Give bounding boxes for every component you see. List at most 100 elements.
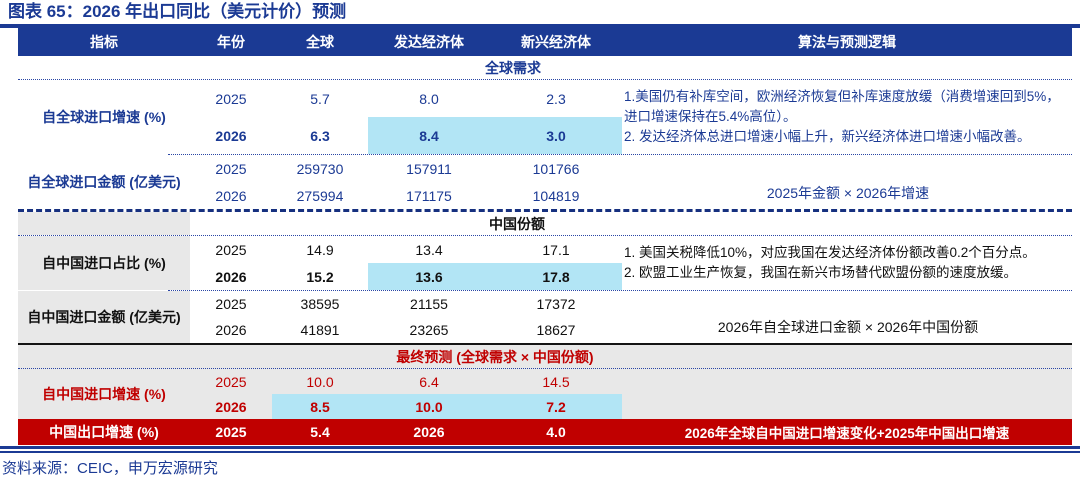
cell-year-2025: 2025 bbox=[215, 424, 247, 440]
cell-emerging-highlighted: 7.2 bbox=[490, 394, 622, 419]
row-group-global-import-amount: 自全球进口金额 (亿美元) 2025 259730 157911 101766 … bbox=[18, 155, 1072, 209]
section-band-china-share: 中国份额 bbox=[18, 212, 1072, 236]
title-underline bbox=[0, 24, 1080, 28]
indicator-label: 自全球进口金额 (亿美元) bbox=[27, 174, 181, 190]
cell-year: 2026 bbox=[215, 187, 247, 204]
table-bottom-rule bbox=[0, 446, 1080, 453]
cell-developed: 13.4 bbox=[415, 241, 443, 258]
cell-global: 6.3 bbox=[310, 127, 330, 144]
row-group-china-import-growth: 自中国进口增速 (%) 2025 10.0 6.4 14.5 2026 8.5 … bbox=[18, 369, 1072, 419]
data-cells: 2025 10.0 6.4 14.5 2026 8.5 10.0 7.2 bbox=[190, 369, 622, 419]
section-band-global-demand-label: 全球需求 bbox=[485, 59, 541, 76]
indicator-label: 自全球进口增速 (%) bbox=[42, 109, 166, 125]
section-band-global-demand: 全球需求 bbox=[18, 56, 1072, 80]
col-header-developed: 发达经济体 bbox=[394, 34, 464, 50]
cell-emerging: 2.3 bbox=[546, 90, 566, 107]
cell-emerging-highlighted: 17.8 bbox=[490, 263, 622, 290]
cell-global: 275994 bbox=[296, 187, 344, 204]
data-cells: 2025 38595 21155 17372 2026 41891 23265 … bbox=[190, 291, 622, 343]
forecast-table: 指标 年份 全球 发达经济体 新兴经济体 算法与预测逻辑 全球需求 自全球进口增… bbox=[18, 28, 1072, 445]
cell-global: 259730 bbox=[296, 160, 344, 177]
section-band-final-forecast-label: 最终预测 (全球需求 × 中国份额) bbox=[396, 348, 594, 365]
cell-year: 2025 bbox=[215, 241, 247, 258]
cell-global: 10.0 bbox=[306, 373, 334, 390]
cell-emerging-highlighted: 3.0 bbox=[490, 117, 622, 154]
logic-formula: 2026年自全球进口金额 × 2026年中国份额 bbox=[717, 319, 979, 335]
cell-year: 2025 bbox=[215, 373, 247, 390]
cell-developed: 23265 bbox=[409, 322, 449, 338]
cell-developed: 6.4 bbox=[419, 373, 439, 390]
indicator-label: 中国出口增速 (%) bbox=[49, 424, 159, 440]
row-separator bbox=[168, 154, 1072, 155]
indicator-label: 自中国进口金额 (亿美元) bbox=[18, 291, 190, 343]
data-cells: 2025 259730 157911 101766 2026 275994 17… bbox=[190, 155, 622, 209]
table-row-2026: 2026 6.3 8.4 3.0 bbox=[190, 117, 622, 154]
logic-note-empty bbox=[622, 369, 1072, 419]
cell-developed: 8.0 bbox=[419, 90, 439, 107]
row-group-china-import-share: 自中国进口占比 (%) 2025 14.9 13.4 17.1 2026 15.… bbox=[18, 236, 1072, 290]
cell-value-2026: 4.0 bbox=[546, 424, 566, 440]
cell-emerging: 17372 bbox=[536, 296, 576, 312]
table-row-2025: 2025 5.7 8.0 2.3 bbox=[190, 80, 622, 117]
row-group-china-import-amount: 自中国进口金额 (亿美元) 2025 38595 21155 17372 202… bbox=[18, 291, 1072, 343]
data-cells: 2025 5.7 8.0 2.3 2026 6.3 8.4 3.0 bbox=[190, 80, 622, 154]
table-row-2025: 2025 259730 157911 101766 bbox=[190, 155, 622, 182]
table-row-2025: 2025 14.9 13.4 17.1 bbox=[190, 236, 622, 263]
table-row-2025: 2025 10.0 6.4 14.5 bbox=[190, 369, 622, 394]
section-band-final-forecast: 最终预测 (全球需求 × 中国份额) bbox=[18, 345, 1072, 369]
logic-formula: 2025年金额 × 2026年增速 bbox=[766, 185, 930, 201]
logic-note: 1. 美国关税降低10%，对应我国在发达经济体份额改善0.2个百分点。 2. 欧… bbox=[622, 236, 1072, 290]
cell-year: 2025 bbox=[215, 160, 247, 177]
logic-note: 1.美国仍有补库空间，欧洲经济恢复但补库速度放缓（消费增速回到5%，进口增速保持… bbox=[622, 80, 1072, 154]
logic-line-2: 2. 欧盟工业生产恢复，我国在新兴市场替代欧盟份额的速度放缓。 bbox=[624, 265, 1018, 280]
row-group-global-import-growth: 自全球进口增速 (%) 2025 5.7 8.0 2.3 2026 6.3 8.… bbox=[18, 80, 1072, 154]
table-row-2025: 2025 38595 21155 17372 bbox=[190, 291, 622, 317]
cell-value-2025: 5.4 bbox=[310, 424, 330, 440]
indicator-label: 自中国进口增速 (%) bbox=[42, 386, 166, 402]
cell-year: 2026 bbox=[215, 127, 247, 144]
table-row-2026: 2026 275994 171175 104819 bbox=[190, 182, 622, 209]
cell-global: 5.7 bbox=[310, 90, 330, 107]
col-header-logic: 算法与预测逻辑 bbox=[798, 34, 896, 50]
cell-emerging: 17.1 bbox=[542, 241, 570, 258]
logic-line-2: 2. 发达经济体总进口增速小幅上升，新兴经济体进口增速小幅改善。 bbox=[624, 129, 1031, 145]
section-divider-dashed bbox=[18, 209, 1072, 212]
gray-stripe bbox=[18, 212, 190, 235]
cell-developed-highlighted: 10.0 bbox=[368, 394, 490, 419]
table-row-2026: 2026 15.2 13.6 17.8 bbox=[190, 263, 622, 290]
table-row-2026: 2026 8.5 10.0 7.2 bbox=[190, 394, 622, 419]
cell-global: 14.9 bbox=[306, 241, 334, 258]
cell-developed: 171175 bbox=[406, 187, 452, 204]
cell-global: 38595 bbox=[300, 296, 340, 312]
cell-year: 2025 bbox=[215, 90, 247, 107]
cell-year: 2026 bbox=[215, 322, 247, 338]
cell-emerging: 104819 bbox=[532, 187, 580, 204]
cell-year: 2026 bbox=[215, 268, 247, 285]
row-separator bbox=[168, 290, 1072, 291]
cell-year: 2026 bbox=[215, 398, 247, 415]
cell-emerging: 101766 bbox=[532, 160, 580, 177]
table-row-2026: 2026 41891 23265 18627 bbox=[190, 317, 622, 343]
col-header-emerging: 新兴经济体 bbox=[521, 34, 591, 50]
cell-developed: 21155 bbox=[410, 296, 448, 312]
cell-developed-highlighted: 8.4 bbox=[368, 117, 490, 154]
indicator-label: 自中国进口占比 (%) bbox=[18, 236, 190, 290]
cell-developed: 157911 bbox=[406, 160, 452, 177]
logic-line-1: 1.美国仍有补库空间，欧洲经济恢复但补库速度放缓（消费增速回到5%，进口增速保持… bbox=[624, 88, 1060, 124]
col-header-global: 全球 bbox=[306, 34, 334, 50]
final-forecast-row: 中国出口增速 (%) 2025 5.4 2026 4.0 2026年全球自中国进… bbox=[18, 419, 1072, 445]
cell-developed-highlighted: 13.6 bbox=[368, 263, 490, 290]
col-header-indicator: 指标 bbox=[90, 34, 118, 50]
cell-global-highlighted: 8.5 bbox=[272, 394, 368, 419]
logic-line-1: 1. 美国关税降低10%，对应我国在发达经济体份额改善0.2个百分点。 bbox=[624, 244, 1036, 260]
logic-formula: 2026年全球自中国进口增速变化+2025年中国出口增速 bbox=[684, 426, 1010, 441]
section-divider-black bbox=[18, 343, 1072, 345]
cell-year: 2025 bbox=[215, 296, 247, 312]
cell-year-2026: 2026 bbox=[413, 424, 445, 440]
cell-emerging: 18627 bbox=[536, 322, 576, 338]
col-header-year: 年份 bbox=[217, 34, 245, 50]
logic-note: 2026年自全球进口金额 × 2026年中国份额 bbox=[622, 291, 1072, 343]
cell-global: 41891 bbox=[300, 322, 340, 338]
section-band-china-share-label: 中国份额 bbox=[489, 215, 545, 232]
